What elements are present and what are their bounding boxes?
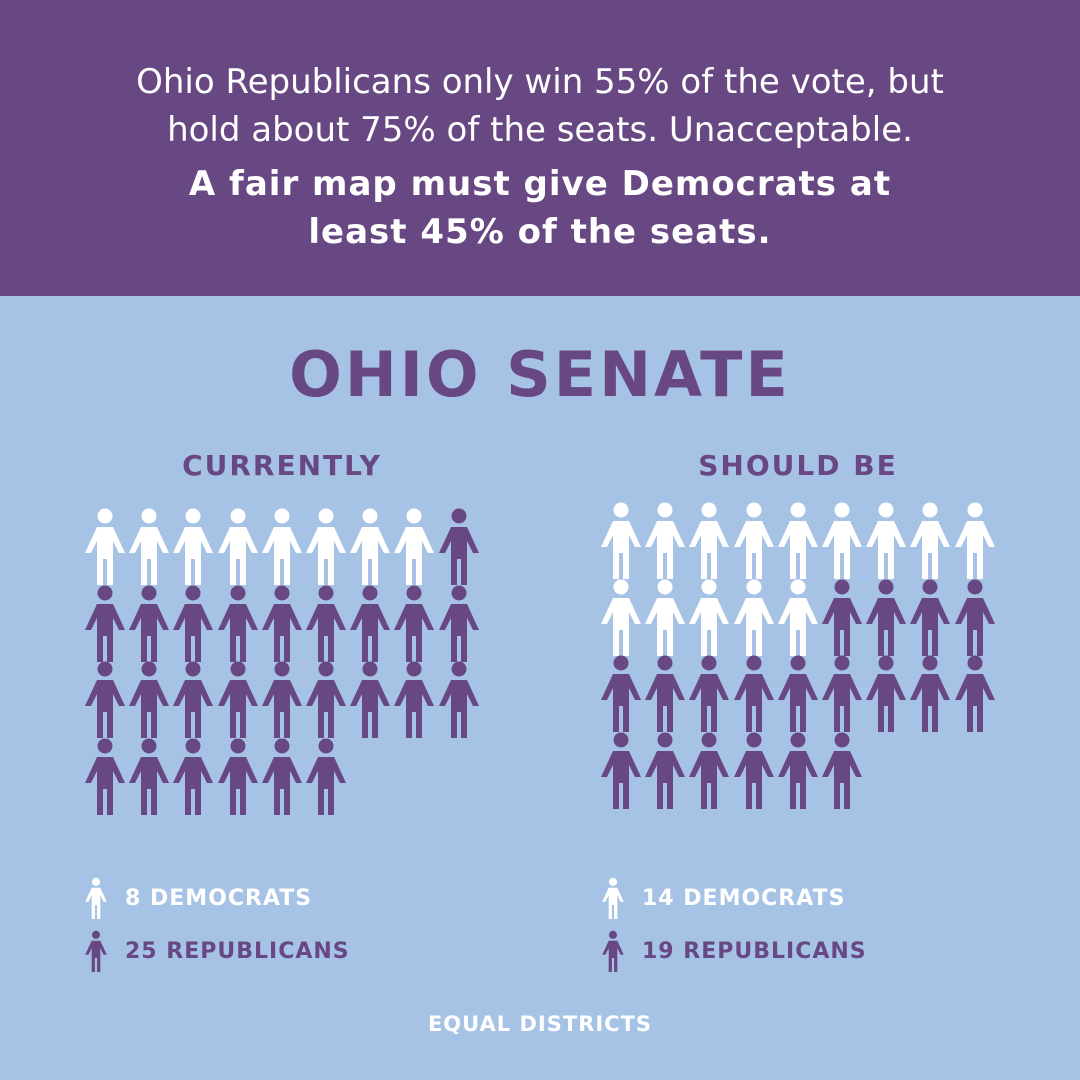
democrat-seat-icon bbox=[216, 507, 260, 585]
republican-seat-icon bbox=[908, 578, 952, 656]
democrat-seat-icon bbox=[83, 507, 127, 585]
republican-seat-icon bbox=[83, 737, 127, 815]
democrat-seat-icon bbox=[643, 501, 687, 579]
republican-seat-icon bbox=[732, 654, 776, 732]
republican-seat-icon bbox=[304, 584, 348, 662]
republican-seat-icon bbox=[392, 660, 436, 738]
republican-seat-icon bbox=[820, 731, 864, 809]
republican-seat-icon bbox=[260, 660, 304, 738]
republican-seat-icon bbox=[437, 584, 481, 662]
democrat-seat-icon bbox=[732, 501, 776, 579]
democrat-seat-icon bbox=[776, 501, 820, 579]
democrat-seat-icon bbox=[599, 578, 643, 656]
democrat-seat-icon bbox=[687, 578, 731, 656]
republican-seat-icon bbox=[216, 660, 260, 738]
should-be-heading: SHOULD BE bbox=[698, 449, 898, 482]
republican-seat-icon bbox=[216, 584, 260, 662]
republican-seat-icon bbox=[83, 584, 127, 662]
person-icon bbox=[84, 930, 108, 972]
republican-seat-icon bbox=[437, 507, 481, 585]
democrat-seat-icon bbox=[260, 507, 304, 585]
republican-seat-icon bbox=[776, 731, 820, 809]
republican-seat-icon bbox=[864, 654, 908, 732]
republican-seat-icon bbox=[437, 660, 481, 738]
republican-seat-icon bbox=[908, 654, 952, 732]
republican-seat-icon bbox=[643, 654, 687, 732]
header-banner: Ohio Republicans only win 55% of the vot… bbox=[0, 0, 1080, 296]
currently-heading: CURRENTLY bbox=[182, 449, 382, 482]
republican-seat-icon bbox=[216, 737, 260, 815]
person-icon bbox=[601, 930, 625, 972]
legend-current-democrats: 8 DEMOCRATS bbox=[84, 877, 312, 919]
brand-logo: EQUAL DISTRICTS bbox=[427, 1012, 653, 1036]
person-icon bbox=[601, 877, 625, 919]
democrat-seat-icon bbox=[304, 507, 348, 585]
democrat-seat-icon bbox=[127, 507, 171, 585]
republican-seat-icon bbox=[864, 578, 908, 656]
header-emphasis: A fair map must give Democrats at least … bbox=[0, 160, 1080, 256]
republican-seat-icon bbox=[953, 578, 997, 656]
republican-seat-icon bbox=[820, 654, 864, 732]
democrat-seat-icon bbox=[776, 578, 820, 656]
person-icon bbox=[84, 877, 108, 919]
republican-seat-icon bbox=[348, 584, 392, 662]
republican-seat-icon bbox=[127, 584, 171, 662]
republican-seat-icon bbox=[304, 737, 348, 815]
header-line-3: A fair map must give Democrats at bbox=[188, 164, 892, 204]
republican-seat-icon bbox=[171, 584, 215, 662]
republican-seat-icon bbox=[260, 584, 304, 662]
democrat-seat-icon bbox=[908, 501, 952, 579]
democrat-seat-icon bbox=[643, 578, 687, 656]
republican-seat-icon bbox=[732, 731, 776, 809]
legend-label: 19 REPUBLICANS bbox=[642, 938, 867, 964]
republican-seat-icon bbox=[643, 731, 687, 809]
legend-label: 8 DEMOCRATS bbox=[125, 885, 313, 911]
democrat-seat-icon bbox=[687, 501, 731, 579]
republican-seat-icon bbox=[599, 731, 643, 809]
democrat-seat-icon bbox=[392, 507, 436, 585]
republican-seat-icon bbox=[304, 660, 348, 738]
democrat-seat-icon bbox=[348, 507, 392, 585]
republican-seat-icon bbox=[127, 737, 171, 815]
republican-seat-icon bbox=[348, 660, 392, 738]
legend-current-republicans: 25 REPUBLICANS bbox=[84, 930, 350, 972]
republican-seat-icon bbox=[171, 660, 215, 738]
republican-seat-icon bbox=[260, 737, 304, 815]
republican-seat-icon bbox=[127, 660, 171, 738]
democrat-seat-icon bbox=[171, 507, 215, 585]
republican-seat-icon bbox=[953, 654, 997, 732]
democrat-seat-icon bbox=[599, 501, 643, 579]
header-line-4: least 45% of the seats. bbox=[308, 212, 772, 252]
democrat-seat-icon bbox=[732, 578, 776, 656]
legend-should-democrats: 14 DEMOCRATS bbox=[601, 877, 845, 919]
democrat-seat-icon bbox=[864, 501, 908, 579]
republican-seat-icon bbox=[776, 654, 820, 732]
page-title: OHIO SENATE bbox=[289, 338, 791, 411]
republican-seat-icon bbox=[687, 654, 731, 732]
republican-seat-icon bbox=[599, 654, 643, 732]
republican-seat-icon bbox=[820, 578, 864, 656]
header-line-1: Ohio Republicans only win 55% of the vot… bbox=[136, 62, 944, 102]
legend-label: 14 DEMOCRATS bbox=[642, 885, 846, 911]
democrat-seat-icon bbox=[953, 501, 997, 579]
legend-label: 25 REPUBLICANS bbox=[125, 938, 350, 964]
header-text: Ohio Republicans only win 55% of the vot… bbox=[0, 58, 1080, 154]
republican-seat-icon bbox=[171, 737, 215, 815]
republican-seat-icon bbox=[392, 584, 436, 662]
header-line-2: hold about 75% of the seats. Unacceptabl… bbox=[167, 110, 913, 150]
legend-should-republicans: 19 REPUBLICANS bbox=[601, 930, 867, 972]
republican-seat-icon bbox=[687, 731, 731, 809]
republican-seat-icon bbox=[83, 660, 127, 738]
democrat-seat-icon bbox=[820, 501, 864, 579]
